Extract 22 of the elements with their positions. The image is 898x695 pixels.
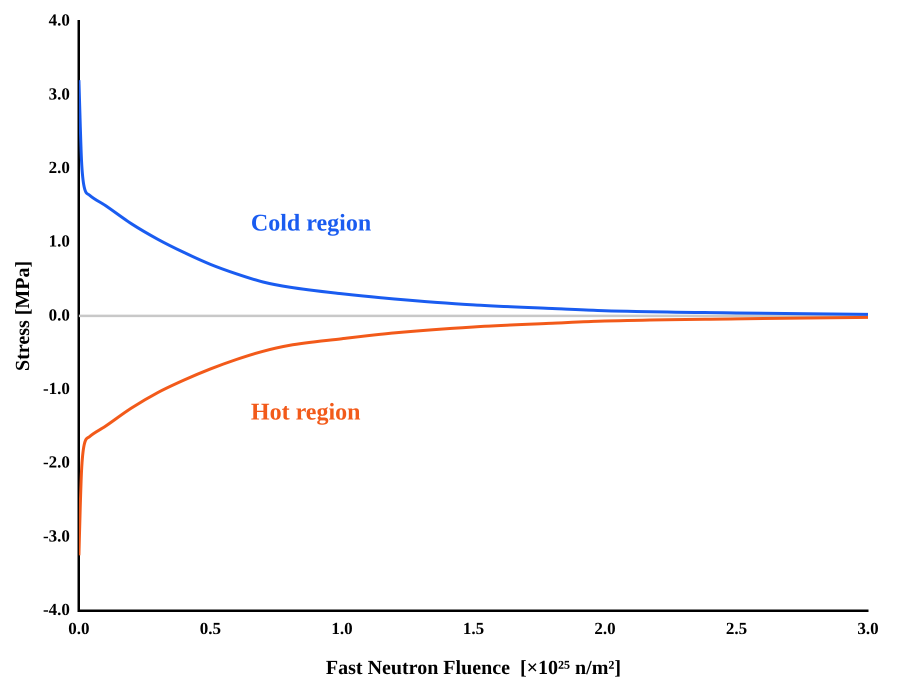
x-tick-label: 0.0 (68, 619, 90, 638)
x-tick-label: 0.5 (200, 619, 222, 638)
y-axis-title: Stress [MPa] (12, 260, 34, 371)
line-series (78, 78, 868, 316)
y-tick-label: -2.0 (42, 452, 70, 472)
x-axis-title: Fast Neutron Fluence [×10²⁵ n/m²] (326, 657, 622, 680)
y-tick-label: 0.0 (48, 305, 70, 324)
x-tick-label: 1.5 (462, 619, 484, 638)
series-label: Hot region (250, 399, 360, 426)
y-tick-label: 4.0 (48, 10, 70, 30)
y-tick-label: -1.0 (42, 378, 70, 398)
x-tick-label: 2.5 (726, 619, 748, 638)
x-tick-label: 3.0 (857, 619, 879, 638)
line-series (78, 316, 868, 557)
y-tick-label: -3.0 (42, 526, 70, 546)
y-tick-label: -4.0 (42, 600, 70, 619)
x-tick-label: 2.0 (594, 619, 616, 638)
y-tick-label: 3.0 (48, 84, 70, 104)
y-tick-label: 1.0 (48, 232, 70, 251)
x-tick-label: 1.0 (331, 619, 353, 638)
y-tick-label: 2.0 (48, 158, 70, 177)
series-label: Cold region (250, 210, 372, 237)
